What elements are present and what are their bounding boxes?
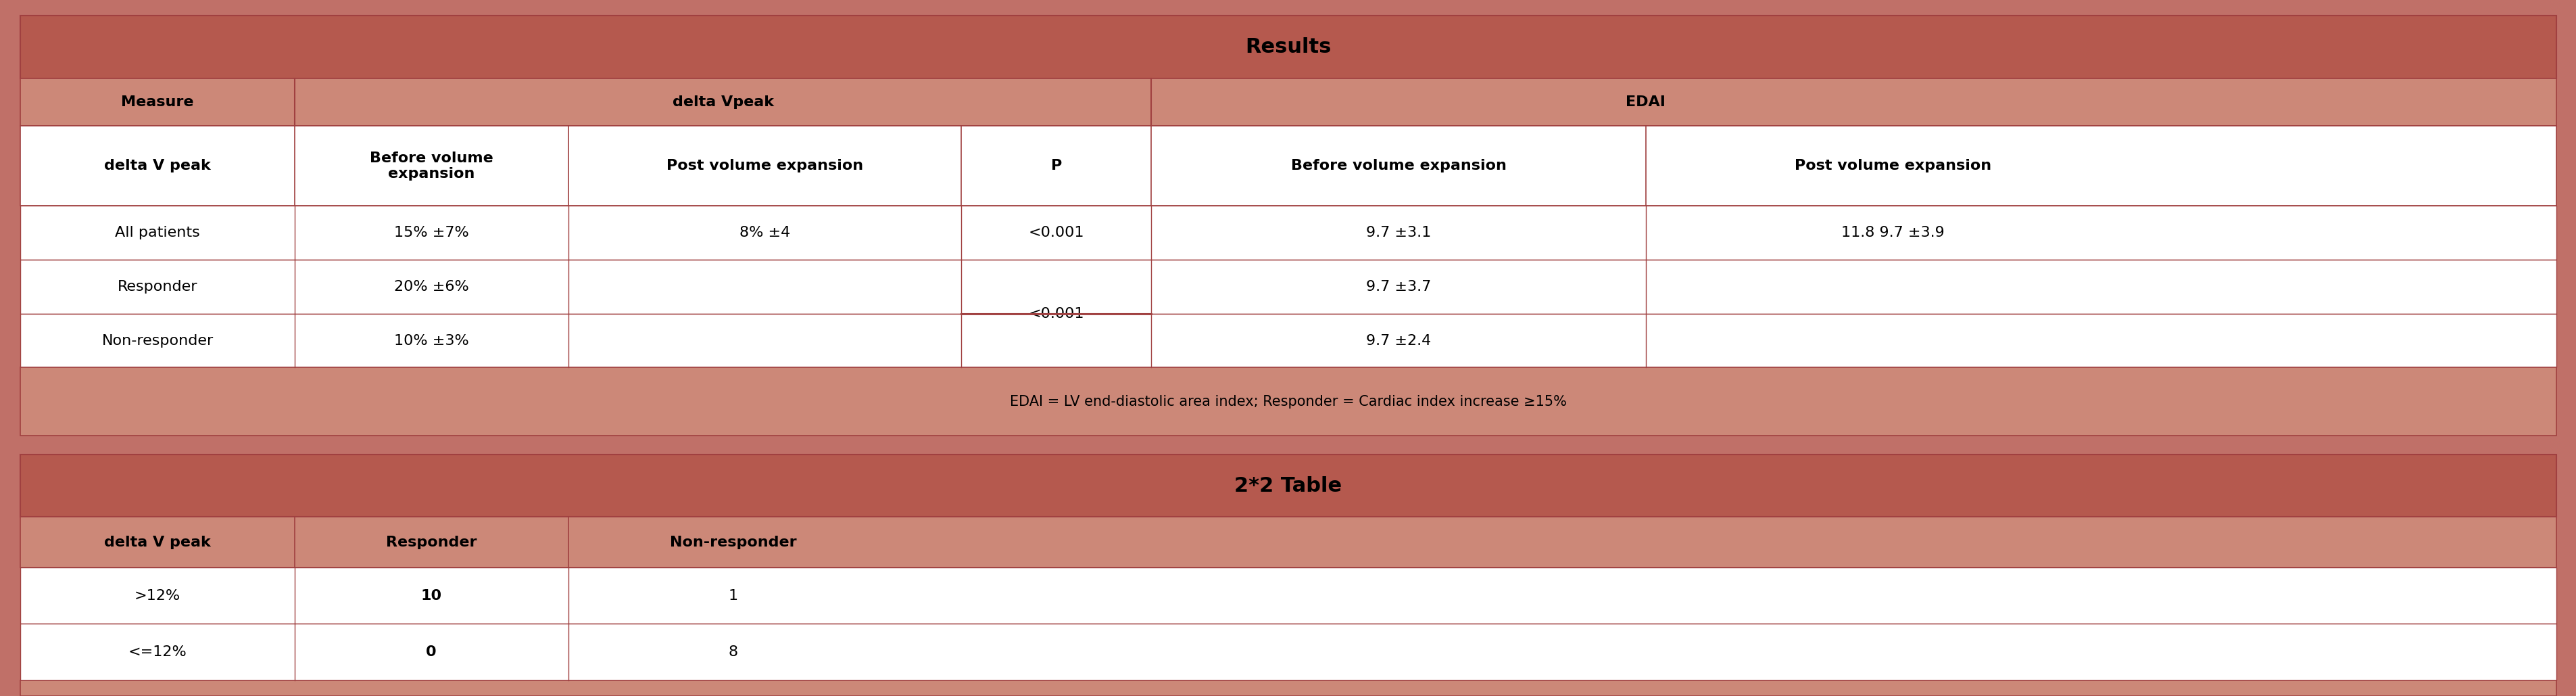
Text: delta V peak: delta V peak	[103, 535, 211, 549]
Text: EDAI = LV end-diastolic area index; Responder = Cardiac index increase ≥15%: EDAI = LV end-diastolic area index; Resp…	[1010, 395, 1566, 408]
Text: <0.001: <0.001	[1028, 307, 1084, 320]
Text: Measure: Measure	[121, 95, 193, 109]
Text: <=12%: <=12%	[129, 645, 188, 659]
Bar	[21, 517, 2555, 567]
Bar	[21, 206, 2555, 260]
Text: 9.7 ±2.4: 9.7 ±2.4	[1365, 334, 1430, 347]
Bar	[21, 681, 2555, 696]
Text: Post volume expansion: Post volume expansion	[667, 159, 863, 173]
Text: Responder: Responder	[386, 535, 477, 549]
Text: All patients: All patients	[116, 226, 201, 239]
Text: Results: Results	[1244, 37, 1332, 57]
Text: Before volume expansion: Before volume expansion	[1291, 159, 1507, 173]
Text: 20% ±6%: 20% ±6%	[394, 280, 469, 294]
Text: 11.8 9.7 ±3.9: 11.8 9.7 ±3.9	[1842, 226, 1945, 239]
Text: 10: 10	[420, 589, 440, 603]
Bar	[21, 260, 2555, 314]
Text: Before volume
expansion: Before volume expansion	[368, 151, 492, 180]
Bar	[21, 78, 2555, 126]
Text: 8% ±4: 8% ±4	[739, 226, 791, 239]
Bar	[21, 15, 2555, 78]
Bar	[21, 367, 2555, 435]
Bar	[21, 624, 2555, 681]
Text: Non-responder: Non-responder	[100, 334, 214, 347]
Text: 9.7 ±3.7: 9.7 ±3.7	[1365, 280, 1430, 294]
Text: Post volume expansion: Post volume expansion	[1793, 159, 1991, 173]
Text: Responder: Responder	[118, 280, 198, 294]
Text: Non-responder: Non-responder	[670, 535, 796, 549]
Text: 8: 8	[729, 645, 737, 659]
Text: 0: 0	[425, 645, 435, 659]
Text: delta Vpeak: delta Vpeak	[672, 95, 773, 109]
Text: 2*2 Table: 2*2 Table	[1234, 476, 1342, 496]
Bar	[963, 312, 1149, 316]
Text: 1: 1	[729, 589, 737, 603]
Text: P: P	[1051, 159, 1061, 173]
Bar	[21, 314, 2555, 367]
Bar	[21, 454, 2555, 517]
Text: EDAI: EDAI	[1625, 95, 1664, 109]
Text: 9.7 ±3.1: 9.7 ±3.1	[1365, 226, 1430, 239]
Text: 10% ±3%: 10% ±3%	[394, 334, 469, 347]
Bar	[21, 126, 2555, 206]
Bar	[21, 567, 2555, 624]
Text: 15% ±7%: 15% ±7%	[394, 226, 469, 239]
Text: >12%: >12%	[134, 589, 180, 603]
Text: <0.001: <0.001	[1028, 226, 1084, 239]
Text: delta V peak: delta V peak	[103, 159, 211, 173]
